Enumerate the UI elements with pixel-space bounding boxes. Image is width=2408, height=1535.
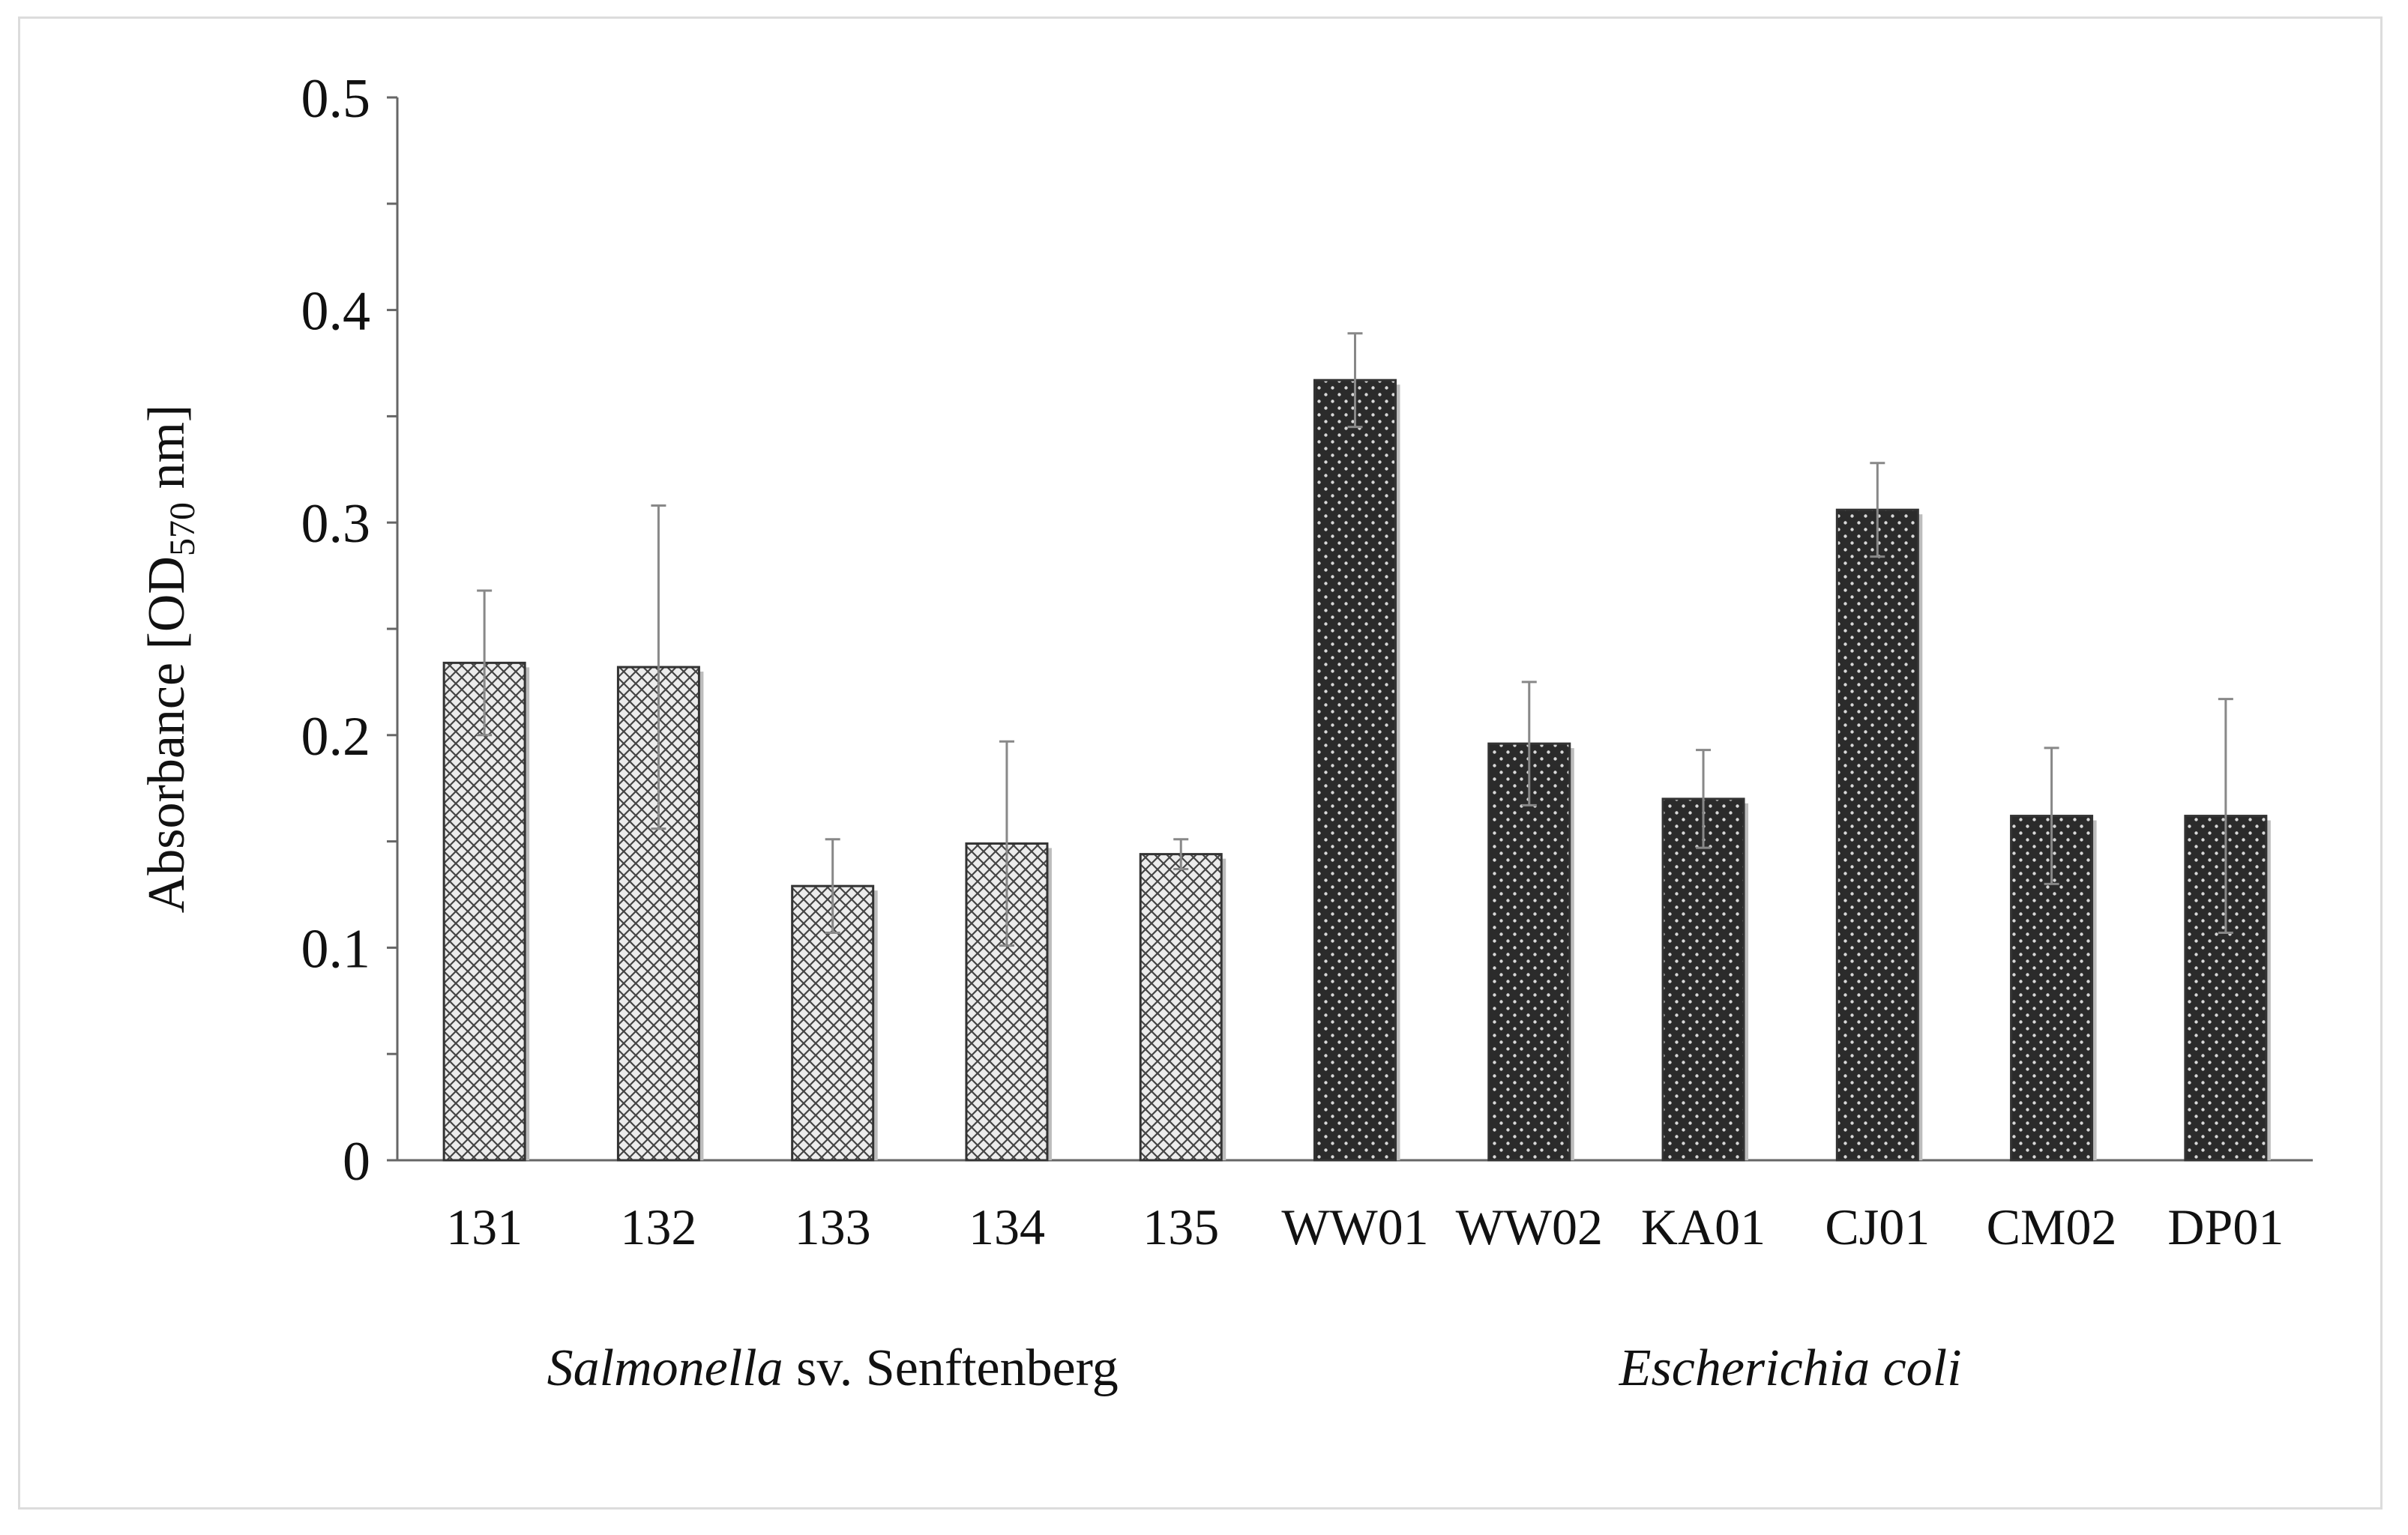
x-tick-label: WW01 [1281, 1198, 1428, 1255]
y-tick-label: 0.2 [301, 706, 371, 768]
y-tick-label: 0.1 [301, 918, 371, 980]
x-tick-label: 131 [446, 1198, 523, 1255]
bar-CJ01 [1835, 508, 1919, 1162]
labels: 0 0.1 0.2 0.3 0.4 0.5 Absorbance [OD570 nm] 131… [138, 68, 2284, 1397]
x-tick-label: WW02 [1456, 1198, 1603, 1255]
bar-135 [1139, 853, 1223, 1162]
x-tick-label: KA01 [1641, 1198, 1766, 1255]
y-tick-label: 0.5 [301, 68, 371, 130]
group-label: Escherichia coli [1619, 1339, 1962, 1397]
x-tick-label: 132 [620, 1198, 696, 1255]
bar-WW01 [1313, 379, 1397, 1162]
x-tick-label: CJ01 [1825, 1198, 1930, 1255]
x-tick-label: 134 [969, 1198, 1045, 1255]
figure-frame [18, 16, 2383, 1510]
bars [442, 332, 2271, 1162]
bar-131 [442, 661, 526, 1162]
group-label: Salmonella sv. Senftenberg [547, 1339, 1119, 1397]
y-tick-label: 0.4 [301, 281, 371, 343]
y-tick-label: 0.3 [301, 493, 371, 555]
x-tick-label: DP01 [2167, 1198, 2284, 1255]
x-tick-label: CM02 [1987, 1198, 2117, 1255]
x-tick-label: 135 [1143, 1198, 1219, 1255]
y-tick-label: 0 [343, 1131, 370, 1192]
bar-KA01 [1661, 797, 1745, 1162]
bar-WW02 [1487, 742, 1571, 1162]
y-axis-title: Absorbance [OD570 nm] [138, 405, 202, 914]
x-tick-label: 133 [795, 1198, 871, 1255]
